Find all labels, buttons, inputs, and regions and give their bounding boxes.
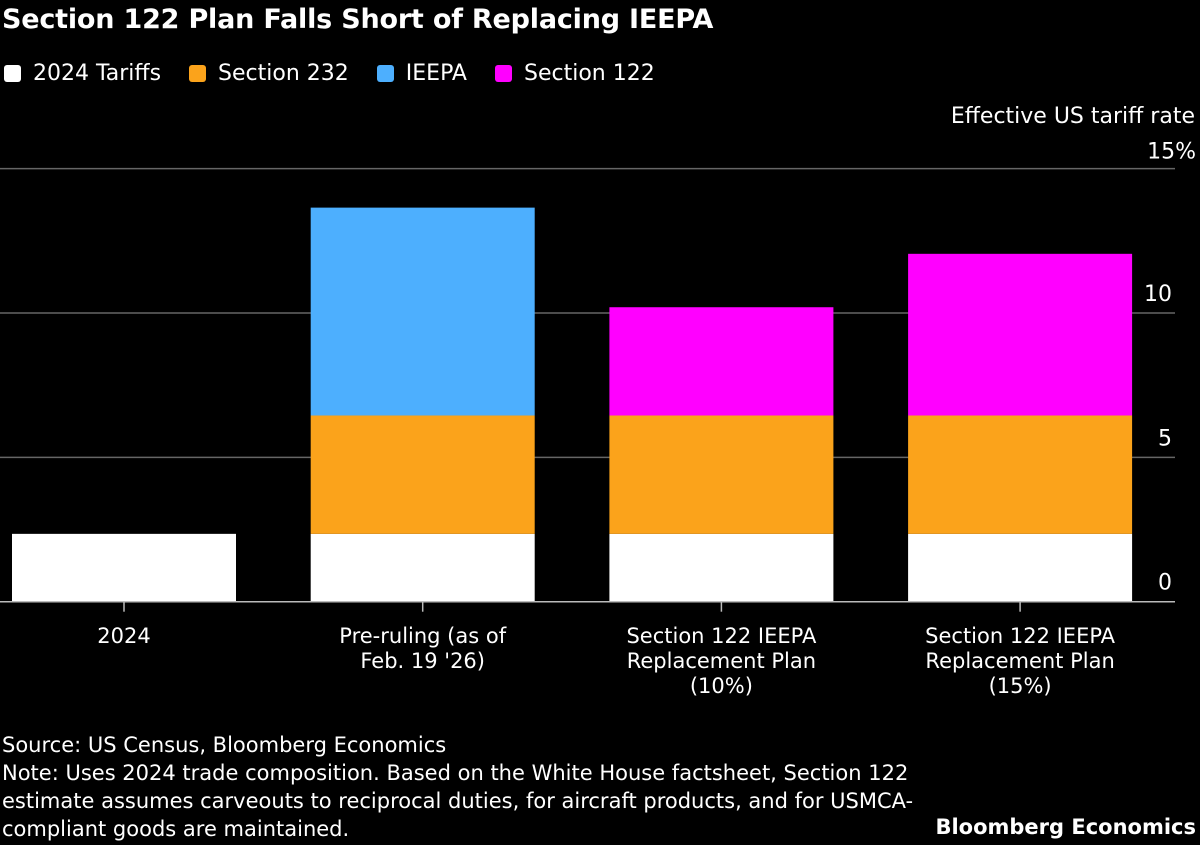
x-tick-label: (15%) bbox=[989, 674, 1052, 698]
y-tick-label: 5 bbox=[1158, 426, 1172, 451]
x-tick-label: Pre-ruling (as of bbox=[339, 624, 506, 648]
source-text: Source: US Census, Bloomberg Economics bbox=[2, 733, 447, 757]
legend-swatch bbox=[376, 65, 394, 82]
note-text: Note: Uses 2024 trade composition. Based… bbox=[2, 761, 914, 841]
y-tick-label: 10 bbox=[1144, 282, 1172, 307]
x-tick-label: Feb. 19 '26) bbox=[360, 649, 485, 673]
x-tick-label: Replacement Plan bbox=[925, 649, 1114, 673]
x-tick-label: (10%) bbox=[690, 674, 753, 698]
bar-segment bbox=[609, 307, 834, 416]
legend-swatch bbox=[4, 65, 21, 82]
bar-segment bbox=[310, 415, 535, 534]
bar-segment bbox=[310, 207, 535, 416]
bar-segment bbox=[310, 533, 535, 602]
bar-segment bbox=[12, 533, 236, 602]
bar-segment bbox=[609, 533, 834, 602]
legend-item-section-122: Section 122 bbox=[494, 61, 655, 86]
bar-segment bbox=[908, 253, 1133, 416]
y-tick-label: 0 bbox=[1158, 571, 1172, 596]
bar-segment bbox=[908, 415, 1133, 534]
chart-title: Section 122 Plan Falls Short of Replacin… bbox=[2, 4, 714, 35]
x-tick-label: Section 122 IEEPA bbox=[626, 624, 817, 648]
legend-item-ieepa: IEEPA bbox=[376, 61, 467, 86]
bar-segment bbox=[908, 533, 1133, 602]
y-axis-label: Effective US tariff rate bbox=[950, 104, 1195, 129]
y-tick-label: 15% bbox=[1147, 140, 1196, 165]
legend-label: 2024 Tariffs bbox=[33, 61, 162, 86]
legend-label: Section 122 bbox=[523, 61, 655, 86]
legend-label: Section 232 bbox=[218, 61, 349, 86]
x-tick-label: Section 122 IEEPA bbox=[925, 624, 1116, 648]
x-tick-label: Replacement Plan bbox=[627, 649, 816, 673]
legend: 2024 Tariffs Section 232 IEEPA Section 1… bbox=[4, 61, 655, 86]
legend-label: IEEPA bbox=[405, 61, 467, 86]
legend-item-2024-tariffs: 2024 Tariffs bbox=[4, 61, 161, 86]
legend-swatch bbox=[494, 65, 512, 82]
x-tick-label: 2024 bbox=[97, 624, 150, 648]
bar-segment bbox=[609, 415, 834, 534]
legend-swatch bbox=[189, 65, 207, 82]
brand-logo: Bloomberg Economics bbox=[935, 815, 1196, 839]
legend-item-section-232: Section 232 bbox=[189, 61, 349, 86]
footer: Source: US Census, Bloomberg Economics N… bbox=[2, 731, 962, 843]
